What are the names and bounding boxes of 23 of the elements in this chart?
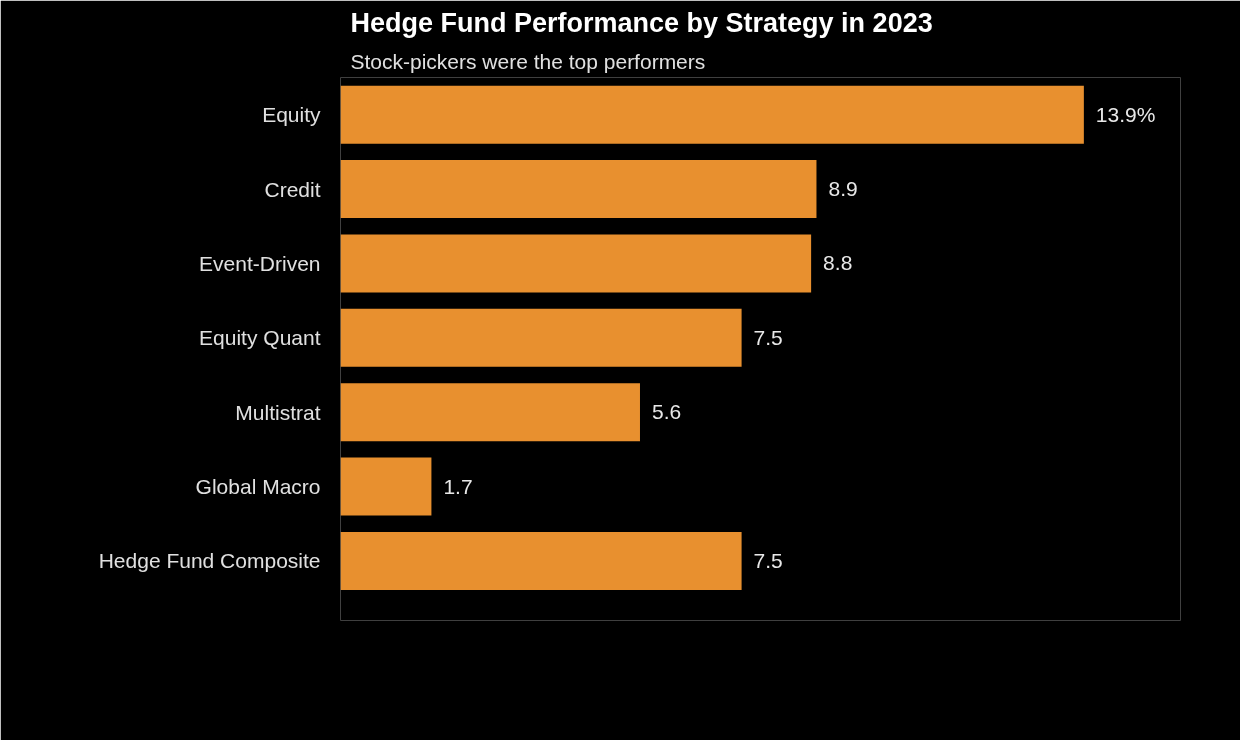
y-tick-label: Global Macro: [195, 475, 321, 499]
chart-subtitle: Stock-pickers were the top performers: [350, 49, 706, 73]
bar: [340, 383, 640, 442]
y-tick-label: Equity: [262, 103, 321, 127]
data-label: 1.7: [443, 474, 473, 498]
data-label: 13.9%: [1095, 103, 1156, 127]
y-tick-label: Credit: [264, 177, 321, 201]
bar: [340, 308, 742, 367]
chart-title: Hedge Fund Performance by Strategy in 2023: [350, 7, 933, 38]
bar: [340, 531, 742, 590]
bar: [340, 457, 432, 516]
bar: [340, 234, 812, 293]
data-label: 8.8: [823, 251, 853, 275]
y-tick-label: Equity Quant: [199, 326, 321, 350]
y-tick-label: Event-Driven: [199, 251, 321, 275]
data-label: 7.5: [753, 548, 783, 572]
y-tick-label: Multistrat: [235, 400, 321, 424]
bar: [340, 160, 817, 219]
data-label: 7.5: [753, 325, 783, 349]
y-tick-label: Hedge Fund Composite: [98, 549, 321, 573]
data-label: 5.6: [651, 400, 682, 424]
bar: [340, 85, 1084, 144]
data-label: 8.9: [828, 177, 858, 201]
